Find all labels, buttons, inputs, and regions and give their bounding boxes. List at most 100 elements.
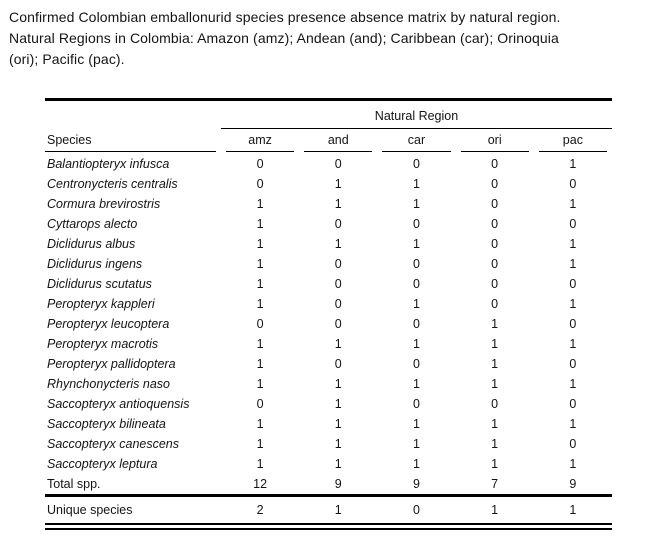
presence-cell: 1 (491, 457, 499, 471)
caption-line: Natural Regions in Colombia: Amazon (amz… (9, 30, 559, 46)
species-name: Cyttarops alecto (47, 217, 138, 231)
unique-value: 0 (377, 494, 456, 524)
presence-cell: 1 (412, 377, 420, 391)
presence-cell: 0 (334, 217, 342, 231)
presence-cell: 1 (256, 417, 264, 431)
presence-cell: 0 (256, 177, 264, 191)
region-header-label: and (304, 129, 373, 152)
species-row: Diclidurus ingens 1 0 0 0 1 (45, 254, 612, 274)
species-column-header: Species (45, 129, 221, 152)
presence-cell: 0 (491, 217, 499, 231)
species-name: Diclidurus scutatus (47, 277, 152, 291)
caption-line: (ori); Pacific (pac). (9, 51, 125, 67)
presence-cell: 1 (334, 197, 342, 211)
total-value: 9 (569, 477, 577, 491)
presence-cell: 0 (491, 177, 499, 191)
presence-cell: 1 (256, 217, 264, 231)
presence-cell: 0 (491, 257, 499, 271)
region-header-label: ori (460, 129, 529, 152)
group-header-row: Natural Region (45, 100, 612, 129)
presence-cell: 1 (256, 357, 264, 371)
presence-cell: 1 (412, 457, 420, 471)
presence-cell: 0 (569, 177, 577, 191)
species-row: Peropteryx leucoptera 0 0 0 1 0 (45, 314, 612, 334)
presence-cell: 0 (412, 257, 420, 271)
species-name: Peropteryx kappleri (47, 297, 155, 311)
species-row: Balantiopteryx infusca 0 0 0 0 1 (45, 152, 612, 174)
region-column-header-and: and (299, 129, 377, 152)
presence-cell: 0 (491, 397, 499, 411)
presence-cell: 1 (491, 437, 499, 451)
presence-cell: 1 (412, 197, 420, 211)
presence-cell: 1 (569, 417, 577, 431)
presence-cell: 0 (334, 157, 342, 171)
presence-cell: 1 (256, 257, 264, 271)
species-name: Peropteryx leucoptera (47, 317, 170, 331)
presence-cell: 1 (412, 297, 420, 311)
presence-cell: 0 (569, 277, 577, 291)
species-row: Peropteryx kappleri 1 0 1 0 1 (45, 294, 612, 314)
species-name: Rhynchonycteris naso (47, 377, 170, 391)
presence-cell: 1 (256, 377, 264, 391)
presence-cell: 0 (569, 397, 577, 411)
presence-cell: 1 (491, 317, 499, 331)
species-row: Peropteryx pallidoptera 1 0 0 1 0 (45, 354, 612, 374)
region-column-header-pac: pac (534, 129, 612, 152)
presence-cell: 0 (412, 277, 420, 291)
species-name: Saccopteryx bilineata (47, 417, 166, 431)
presence-cell: 1 (256, 457, 264, 471)
presence-cell: 1 (256, 277, 264, 291)
presence-cell: 1 (569, 297, 577, 311)
presence-cell: 1 (569, 257, 577, 271)
total-label: Total spp. (47, 477, 101, 491)
total-value: 12 (253, 477, 268, 491)
natural-region-label: Natural Region (221, 101, 612, 129)
species-name: Diclidurus albus (47, 237, 136, 251)
presence-cell: 0 (569, 357, 577, 371)
region-column-header-car: car (377, 129, 455, 152)
species-header-label: Species (45, 129, 216, 152)
total-value: 9 (334, 477, 342, 491)
presence-cell: 1 (412, 337, 420, 351)
presence-cell: 1 (334, 397, 342, 411)
region-header-label: amz (226, 129, 295, 152)
presence-cell: 0 (334, 317, 342, 331)
presence-cell: 1 (569, 237, 577, 251)
presence-cell: 0 (491, 237, 499, 251)
presence-cell: 1 (334, 237, 342, 251)
species-row: Cyttarops alecto 1 0 0 0 0 (45, 214, 612, 234)
presence-cell: 0 (412, 397, 420, 411)
region-header-label: car (382, 129, 451, 152)
unique-value: 2 (221, 494, 300, 524)
species-name: Saccopteryx canescens (47, 437, 180, 451)
species-name: Diclidurus ingens (47, 257, 143, 271)
presence-cell: 0 (412, 357, 420, 371)
presence-cell: 0 (491, 197, 499, 211)
unique-value: 1 (299, 494, 378, 524)
species-row: Saccopteryx bilineata 1 1 1 1 1 (45, 414, 612, 434)
presence-cell: 1 (491, 337, 499, 351)
presence-cell: 1 (334, 457, 342, 471)
presence-cell: 1 (256, 237, 264, 251)
bottom-double-rule (45, 527, 612, 530)
species-name: Centronycteris centralis (47, 177, 178, 191)
presence-cell: 1 (569, 157, 577, 171)
presence-cell: 1 (256, 297, 264, 311)
unique-label: Unique species (45, 494, 221, 524)
species-name: Saccopteryx antioquensis (47, 397, 190, 411)
species-row: Rhynchonycteris naso 1 1 1 1 1 (45, 374, 612, 394)
presence-cell: 1 (491, 377, 499, 391)
total-value: 7 (491, 477, 499, 491)
presence-cell: 1 (412, 437, 420, 451)
region-column-header-amz: amz (221, 129, 299, 152)
presence-cell: 0 (569, 217, 577, 231)
presence-cell: 1 (334, 177, 342, 191)
presence-cell: 0 (412, 317, 420, 331)
species-name: Balantiopteryx infusca (47, 157, 170, 171)
presence-cell: 0 (256, 317, 264, 331)
presence-cell: 0 (569, 437, 577, 451)
species-row: Diclidurus scutatus 1 0 0 0 0 (45, 274, 612, 294)
presence-cell: 1 (569, 457, 577, 471)
presence-cell: 1 (334, 377, 342, 391)
